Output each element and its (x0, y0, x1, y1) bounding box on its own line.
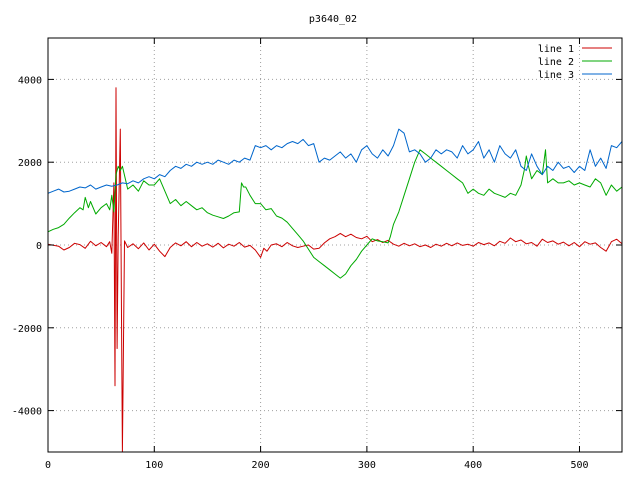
y-tick-label: 2000 (18, 158, 42, 169)
grid (48, 38, 622, 452)
x-tick-label: 0 (45, 460, 51, 471)
legend-label-1: line 1 (538, 44, 574, 55)
legend-label-3: line 3 (538, 70, 574, 81)
x-tick-label: 500 (570, 460, 588, 471)
axis-ticks: 0 100 200 300 400 500 -4000 -2000 0 2000 4000 (12, 38, 622, 471)
x-tick-label: 100 (145, 460, 163, 471)
legend-label-2: line 2 (538, 57, 574, 68)
legend: line 1 line 2 line 3 (538, 44, 612, 81)
chart-title: p3640_02 (309, 14, 357, 25)
series-layer (48, 87, 622, 452)
y-tick-label: -4000 (12, 407, 42, 418)
series-line-3 (48, 128, 622, 194)
x-tick-label: 300 (358, 460, 376, 471)
x-tick-label: 400 (464, 460, 482, 471)
x-tick-label: 200 (252, 460, 270, 471)
series-line-2 (48, 149, 622, 279)
y-tick-label: -2000 (12, 324, 42, 335)
y-tick-label: 4000 (18, 75, 42, 86)
series-line-1 (48, 87, 622, 452)
y-tick-label: 0 (36, 241, 42, 252)
